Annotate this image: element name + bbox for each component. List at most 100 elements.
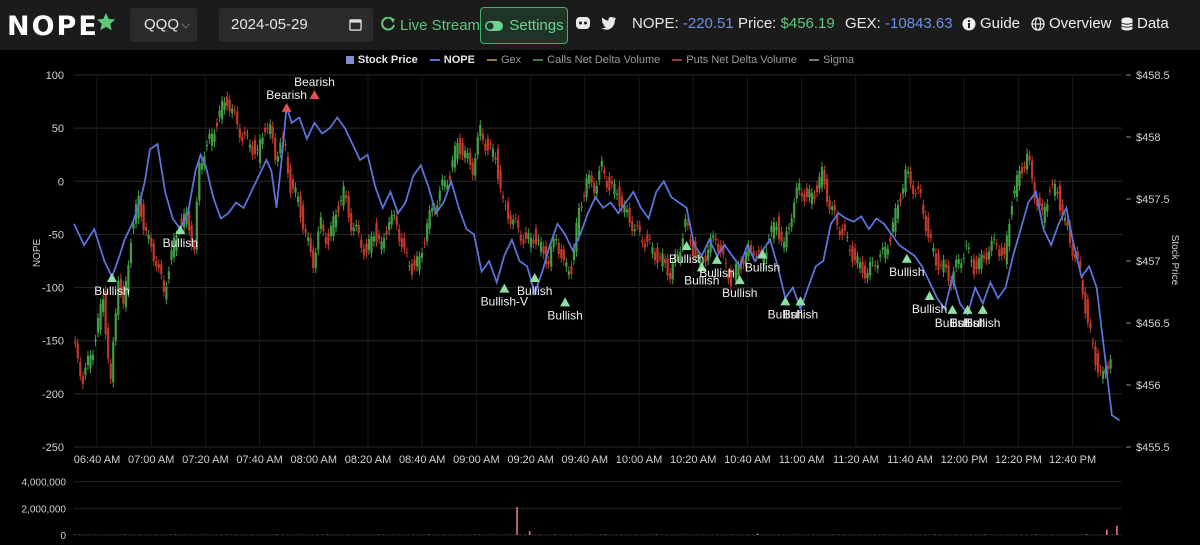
candle-body <box>995 243 998 246</box>
candle-body <box>1056 191 1059 195</box>
candle-body <box>851 245 854 263</box>
candle-body <box>1109 359 1112 369</box>
candle-body <box>524 231 527 239</box>
live-stream-button[interactable]: Live Stream <box>380 12 480 38</box>
nope-tick-label: -100 <box>42 283 64 295</box>
legend-item-5[interactable]: Sigma <box>808 53 854 67</box>
legend-item-3[interactable]: Calls Net Delta Volume <box>533 53 660 67</box>
candle-body <box>337 205 340 213</box>
brand-logo[interactable]: NOPE <box>7 11 99 42</box>
candle-body <box>570 265 573 275</box>
candle-body <box>360 239 363 248</box>
candle-body <box>347 195 350 218</box>
candle-body <box>324 237 327 244</box>
volume-bar <box>528 531 531 535</box>
price-tick-label: $457.5 <box>1136 194 1170 206</box>
candle-body <box>312 249 315 269</box>
candle-body <box>509 215 512 224</box>
signal-label: Bullish <box>94 284 129 298</box>
nope-tick-label: 50 <box>52 123 64 135</box>
candle-body <box>370 236 373 253</box>
candle-body <box>555 238 558 241</box>
candle-body <box>891 222 895 232</box>
candle-body <box>289 168 292 193</box>
candle-body <box>957 259 960 264</box>
candle-body <box>190 225 193 246</box>
time-tick-label: 12:40 PM <box>1049 454 1096 466</box>
candle-body <box>1069 225 1072 244</box>
legend-item-2[interactable]: Gex <box>486 53 521 67</box>
candle-body <box>651 247 654 254</box>
candle-body <box>117 280 120 315</box>
candle-body <box>114 313 117 342</box>
candle-body <box>881 247 884 250</box>
candle-body <box>481 133 484 140</box>
signal-label: Bullish <box>965 316 1000 330</box>
candle-body <box>464 150 467 158</box>
settings-button[interactable]: Settings <box>480 7 568 44</box>
star-icon[interactable] <box>95 11 117 33</box>
signal-label: Bearish <box>266 88 307 102</box>
ticker-select[interactable]: QQQ ⌵ <box>130 8 197 42</box>
bullish-marker <box>962 304 973 314</box>
candle-body <box>223 101 226 110</box>
candle-body <box>208 133 211 139</box>
candle-body <box>89 355 92 369</box>
candle-body <box>909 171 912 184</box>
candle-body <box>393 214 396 216</box>
candle-body <box>856 256 859 264</box>
volume-bar <box>1116 525 1118 535</box>
calendar-icon[interactable] <box>349 18 362 31</box>
candle-body <box>124 280 127 307</box>
legend-label: Puts Net Delta Volume <box>686 54 797 66</box>
nope-chart[interactable]: 100 50 0 -50 -100 -150 -200 -250 $458.5 $458 $457… <box>0 50 1200 545</box>
candle-body <box>152 243 155 262</box>
legend-item-1[interactable]: NOPE <box>429 53 475 67</box>
candle-body <box>896 204 900 219</box>
candle-body <box>431 207 434 212</box>
time-tick-label: 06:40 AM <box>74 454 120 466</box>
volume-bar <box>516 507 518 535</box>
candle-body <box>863 265 867 279</box>
legend-item-4[interactable]: Puts Net Delta Volume <box>672 53 797 67</box>
price-tick-label: $458.5 <box>1136 70 1170 82</box>
price-tick-label: $457 <box>1136 256 1160 268</box>
candle-body <box>109 363 112 380</box>
candle-body <box>355 224 358 227</box>
date-input[interactable]: 2024-05-29 <box>219 8 373 42</box>
database-icon <box>1121 17 1133 30</box>
guide-link[interactable]: Guide <box>962 15 1020 32</box>
price-stat: Price: $456.19 <box>738 15 835 32</box>
candle-body <box>557 242 560 254</box>
candle-body <box>248 144 252 148</box>
candle-body <box>1071 244 1074 256</box>
candle-body <box>309 238 312 253</box>
price-value: $456.19 <box>780 15 835 32</box>
price-axis-label: Stock Price <box>1169 235 1180 286</box>
twitter-icon[interactable] <box>601 16 617 30</box>
candle-body <box>74 341 77 344</box>
candle-body <box>91 354 95 361</box>
candle-body <box>1101 371 1105 379</box>
candle-body <box>608 176 611 191</box>
candle-body <box>377 234 381 239</box>
candle-body <box>1106 365 1110 369</box>
candle-body <box>869 261 872 276</box>
data-link[interactable]: Data <box>1121 15 1169 32</box>
candle-body <box>1076 251 1079 259</box>
candle-body <box>86 356 90 366</box>
candle-body <box>157 264 160 268</box>
signal-label: Bullish <box>684 273 719 287</box>
candle-body <box>332 215 335 237</box>
candle-body <box>623 205 626 213</box>
overview-link[interactable]: Overview <box>1031 15 1112 32</box>
candle-body <box>200 162 203 170</box>
candle-body <box>461 142 464 156</box>
legend-item-0[interactable]: Stock Price <box>345 53 418 67</box>
candle-body <box>365 243 368 253</box>
candle-body <box>626 209 629 213</box>
discord-icon[interactable] <box>575 16 591 30</box>
candle-body <box>350 213 353 231</box>
candle-body <box>1015 175 1019 197</box>
candle-body <box>818 176 821 189</box>
